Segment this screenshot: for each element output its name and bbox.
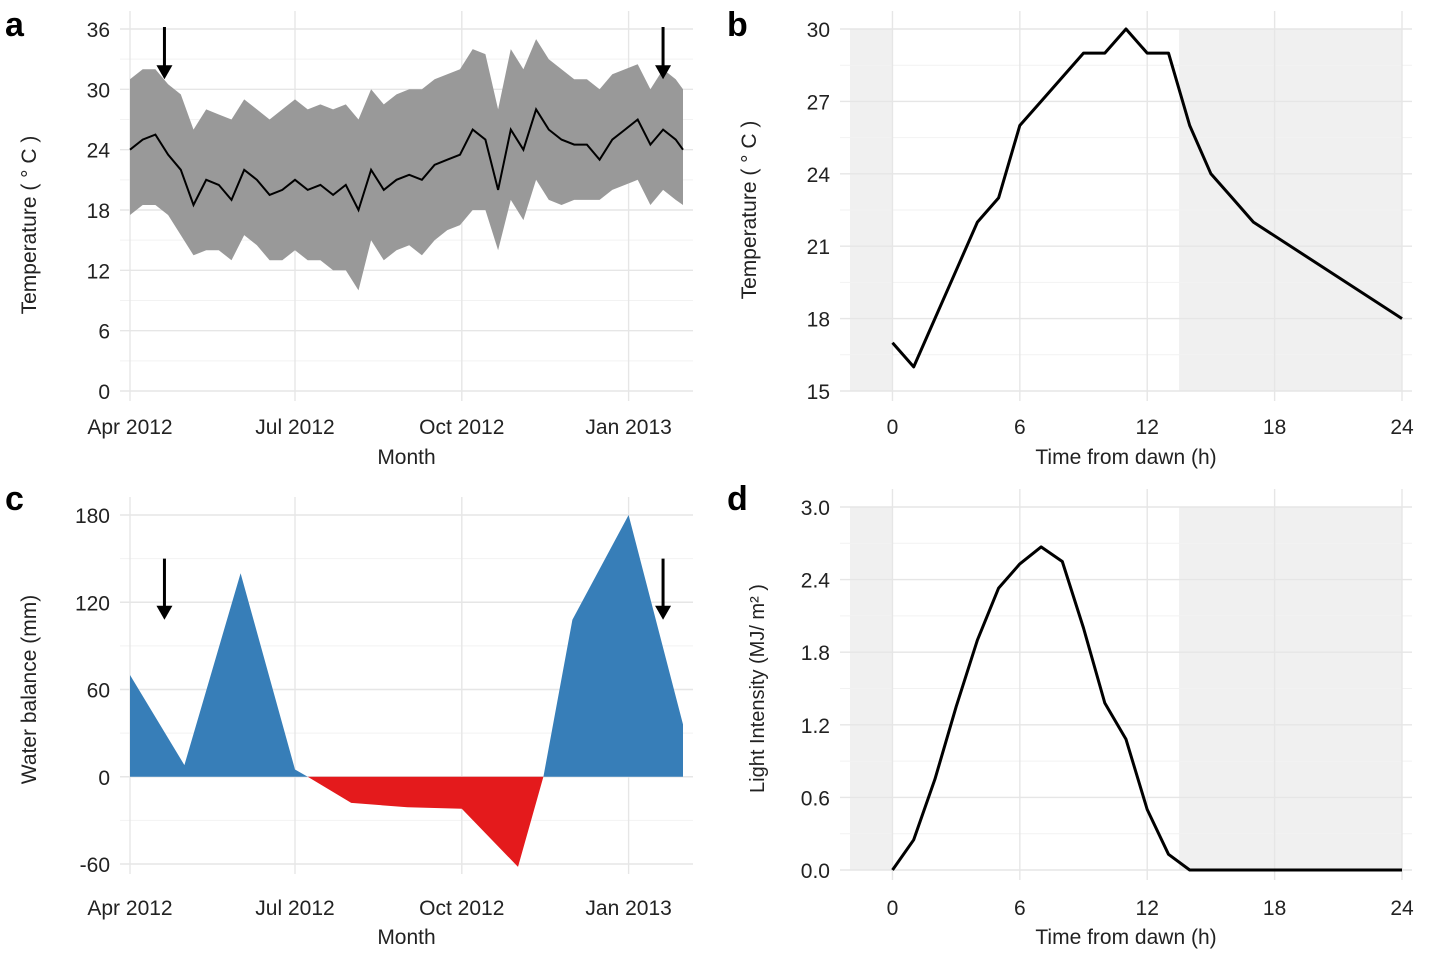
y-tick-label: 24: [807, 164, 831, 187]
x-tick-label: Jul 2012: [255, 416, 334, 439]
y-tick-label: 120: [75, 592, 110, 615]
x-tick-label: Jan 2013: [585, 897, 671, 920]
positive-water-balance-area: [130, 515, 683, 777]
y-tick-label: 60: [87, 680, 110, 703]
y-tick-label: 180: [75, 505, 110, 528]
y-axis-title: Light Intensity (MJ/ m² ): [747, 584, 769, 793]
x-tick-label: Oct 2012: [419, 897, 504, 920]
y-tick-label: 36: [87, 19, 110, 42]
x-tick-label: 0: [887, 416, 899, 439]
x-tick-label: Jan 2013: [585, 416, 671, 439]
chart-c: -60 0 60 120 180 Apr 2012 Jul 2012 Oct 2012 Jan …: [18, 497, 693, 949]
x-tick-label: Oct 2012: [419, 416, 504, 439]
y-tick-label: 21: [807, 236, 830, 259]
chart-a: 0 6 12 18 24 30 36 Apr 2012 Jul 2012 Oct 2012 Jan …: [18, 11, 693, 469]
y-tick-label: 30: [87, 79, 110, 102]
x-tick-label: 24: [1390, 416, 1414, 439]
y-tick-label: -60: [80, 854, 110, 877]
y-tick-label: 30: [807, 19, 830, 42]
panel-b-label: b: [727, 6, 748, 44]
x-tick-label: Apr 2012: [87, 897, 172, 920]
x-tick-label: 18: [1263, 416, 1286, 439]
arrow-head-0: [156, 65, 173, 80]
y-tick-label: 2.4: [801, 570, 831, 593]
panel-c-label: c: [5, 480, 24, 518]
y-tick-label: 1.8: [801, 642, 830, 665]
x-tick-label: Apr 2012: [87, 416, 172, 439]
arrow-head-0: [156, 605, 173, 620]
y-tick-label: 0: [98, 381, 110, 404]
chart-d: 0.0 0.6 1.2 1.8 2.4 3.0 0 6 12 18 24 Time from dawn…: [747, 489, 1414, 949]
x-axis-title: Time from dawn (h): [1035, 926, 1216, 949]
x-tick-label: 6: [1014, 897, 1026, 920]
x-tick-label: Jul 2012: [255, 897, 334, 920]
temperature-range-band: [130, 39, 683, 291]
x-tick-label: 12: [1136, 416, 1159, 439]
x-axis-title: Month: [377, 446, 435, 469]
chart-b: 15 18 21 24 27 30 0 6 12 18 24 Time from dawn (h) Te…: [738, 11, 1414, 469]
light-intensity-line: [891, 545, 1402, 872]
panel-a-label: a: [5, 6, 24, 44]
x-axis-title: Month: [377, 926, 435, 949]
arrow-head-1: [655, 605, 672, 620]
y-axis-title: Water balance (mm): [18, 595, 41, 784]
y-tick-label: 6: [98, 321, 110, 344]
x-tick-label: 0: [887, 897, 899, 920]
arrow-head-1: [655, 65, 672, 80]
y-tick-label: 0: [98, 767, 110, 790]
x-tick-label: 18: [1263, 897, 1286, 920]
x-tick-label: 12: [1136, 897, 1159, 920]
panel-d-label: d: [727, 480, 748, 518]
y-tick-label: 0.0: [801, 860, 830, 883]
y-tick-label: 27: [807, 91, 830, 114]
x-axis-title: Time from dawn (h): [1035, 446, 1216, 469]
y-tick-label: 18: [87, 200, 110, 223]
y-axis-title: Temperature ( ° C ): [18, 136, 41, 315]
y-tick-label: 15: [807, 381, 830, 404]
y-tick-label: 12: [87, 260, 110, 283]
y-tick-label: 3.0: [801, 497, 830, 520]
x-tick-label: 24: [1390, 897, 1414, 920]
x-tick-label: 6: [1014, 416, 1026, 439]
y-tick-label: 0.6: [801, 787, 830, 810]
y-axis-title: Temperature ( ° C ): [738, 121, 761, 300]
negative-water-balance-area: [130, 776, 683, 867]
y-tick-label: 1.2: [801, 715, 830, 738]
y-tick-label: 18: [807, 309, 830, 332]
y-tick-label: 24: [87, 140, 111, 163]
